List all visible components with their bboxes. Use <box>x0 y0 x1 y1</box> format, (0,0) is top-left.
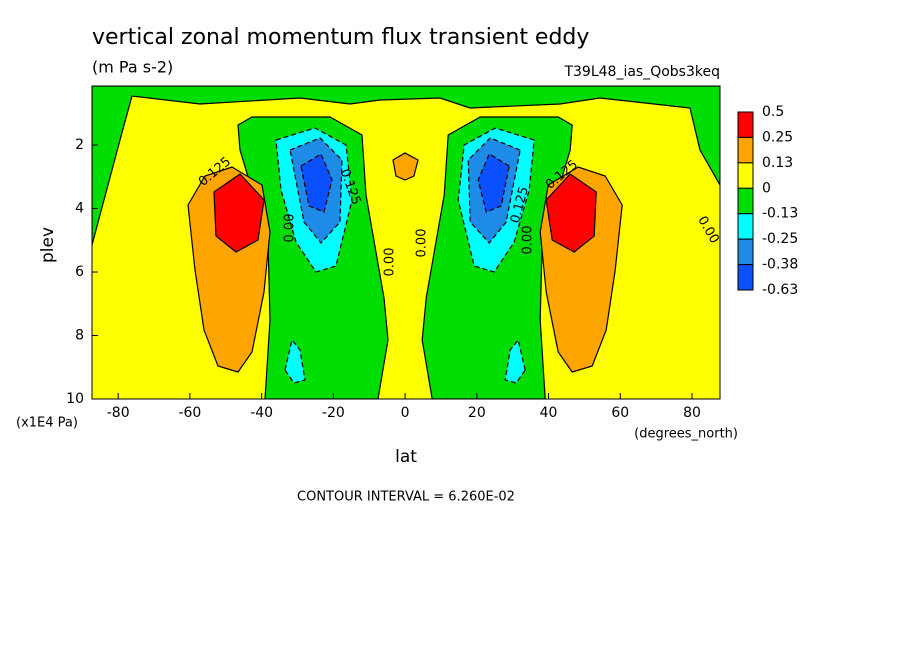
colorbar-label: -0.13 <box>762 206 798 222</box>
y-tick-label: 8 <box>75 328 84 344</box>
x-tick-label: 0 <box>401 405 410 421</box>
chart-subtitle: (m Pa s-2) <box>92 58 173 77</box>
colorbar-box <box>737 136 754 164</box>
footer: CONTOUR INTERVAL = 6.260E-02 <box>297 490 515 505</box>
contour-region <box>92 86 720 399</box>
colorbar-box <box>737 187 754 215</box>
x-tick-label: -20 <box>322 405 345 421</box>
contour-label: 0.00 <box>521 226 536 255</box>
colorbar-box <box>737 238 754 266</box>
colorbar-label: 0 <box>762 180 771 196</box>
x-tick-label: -80 <box>107 405 130 421</box>
colorbar-label: -0.63 <box>762 282 798 298</box>
y-tick-label: 4 <box>75 201 84 217</box>
colorbar-label: 0.5 <box>762 104 784 120</box>
colorbar-label: 0.13 <box>762 155 793 171</box>
x-tick-label: 60 <box>611 405 629 421</box>
colorbar-box <box>737 162 754 189</box>
x-tick-label: -60 <box>178 405 201 421</box>
contour-label: 0.00 <box>415 229 430 258</box>
x-tick-label: -40 <box>250 405 273 421</box>
contour-region <box>477 153 510 213</box>
plot-frame <box>91 85 721 400</box>
y-axis-label: plev <box>38 227 58 263</box>
colorbar-label: -0.25 <box>762 231 798 247</box>
x-axis-units: (degrees_north) <box>634 427 738 442</box>
contour-region <box>545 173 597 253</box>
y-tick-label: 6 <box>75 264 84 280</box>
x-tick-label: 80 <box>683 405 701 421</box>
colorbar-box <box>737 213 754 240</box>
x-tick-label: 20 <box>468 405 486 421</box>
x-axis-label: lat <box>395 447 417 467</box>
contour-region <box>300 153 333 213</box>
colorbar-label: -0.38 <box>762 257 798 273</box>
y-tick-label: 10 <box>66 391 84 407</box>
contour-label: 0.00 <box>383 248 398 277</box>
chart-title: vertical zonal momentum flux transient e… <box>92 25 589 50</box>
contour-region <box>284 338 306 384</box>
colorbar-label: 0.25 <box>762 129 793 145</box>
colorbar-box <box>737 111 754 138</box>
y-axis-units: (x1E4 Pa) <box>16 416 78 431</box>
plot-area <box>92 86 720 399</box>
y-tick-label: 2 <box>75 137 84 153</box>
colorbar-box <box>737 264 754 291</box>
contour-label: 0.00 <box>283 214 298 243</box>
contour-region <box>504 338 526 384</box>
dataset-label: T39L48_ias_Qobs3keq <box>563 64 720 80</box>
contour-region <box>92 86 720 246</box>
x-tick-label: 40 <box>540 405 558 421</box>
contour-region <box>392 152 419 181</box>
contour-region <box>213 173 265 253</box>
